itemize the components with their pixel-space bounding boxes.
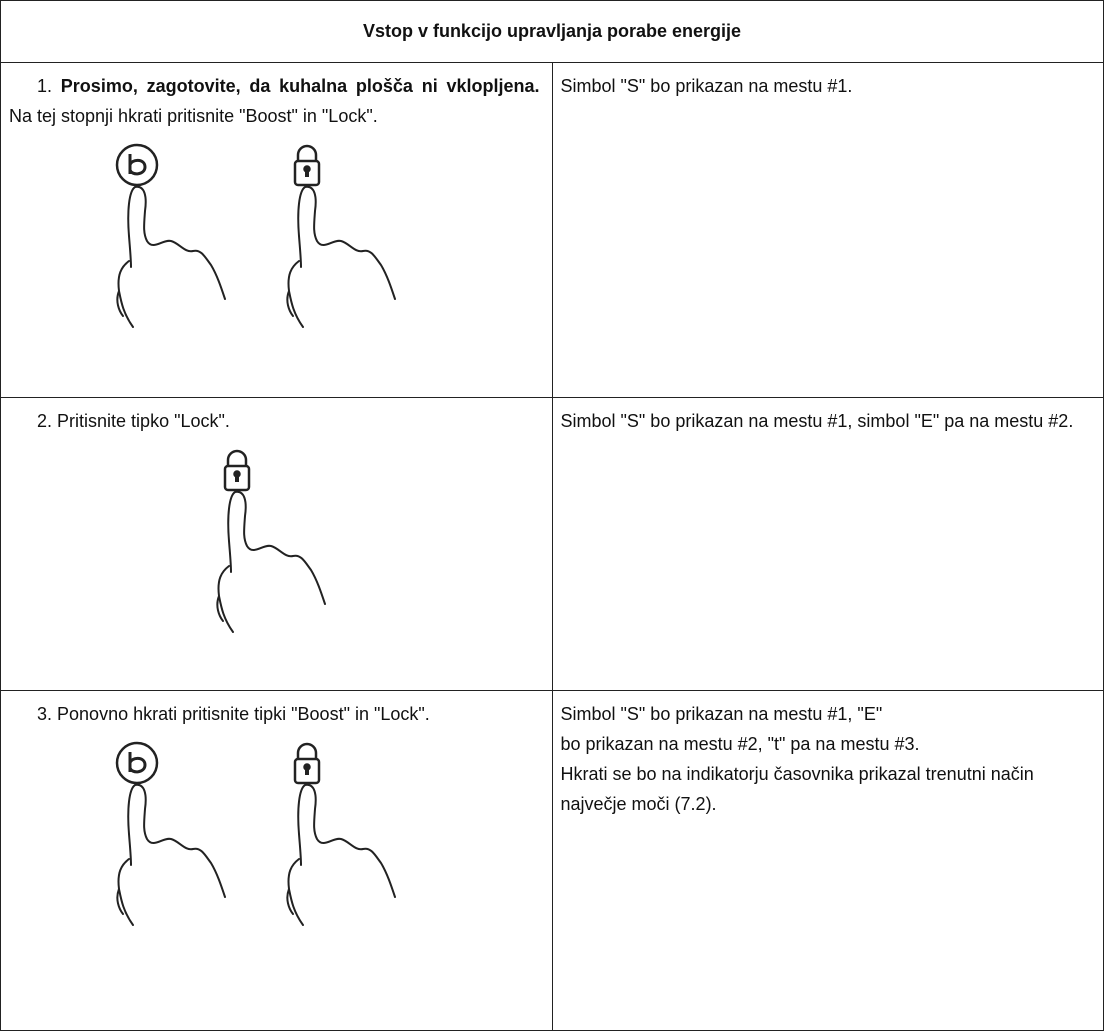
step-warning: Prosimo, zagotovite, da kuhalna plošča n… (60, 76, 540, 96)
step-text: 3. Ponovno hkrati pritisnite tipki "Boos… (1, 691, 552, 729)
result-text: Simbol "S" bo prikazan na mestu #1, simb… (553, 398, 1104, 436)
step-text: 2. Pritisnite tipko "Lock". (1, 398, 552, 436)
boost-press-icon (115, 143, 226, 328)
step-cell: 1. Prosimo, zagotovite, da kuhalna plošč… (0, 62, 553, 398)
step-cell: 3. Ponovno hkrati pritisnite tipki "Boos… (0, 690, 553, 1031)
result-cell: Simbol "S" bo prikazan na mestu #1, "E" b… (551, 690, 1104, 1031)
step-row: 2. Pritisnite tipko "Lock". Simbol "S" b… (0, 397, 1104, 691)
header-row: Vstop v funkcijo upravljanja porabe ener… (0, 0, 1104, 63)
icon-group (1, 446, 552, 636)
lock-press-icon (286, 144, 396, 328)
step-row: 3. Ponovno hkrati pritisnite tipki "Boos… (0, 690, 1104, 1031)
result-text: Simbol "S" bo prikazan na mestu #1. (553, 63, 1104, 101)
result-text: Simbol "S" bo prikazan na mestu #1, "E" b… (553, 691, 1104, 819)
step-instruction: Na tej stopnji hkrati pritisnite "Boost"… (9, 106, 378, 126)
result-line: Simbol "S" bo prikazan na mestu #1. (560, 76, 853, 96)
lock-press-icon (216, 449, 326, 633)
icon-group (1, 739, 552, 929)
step-number: 3. (37, 704, 53, 724)
result-line: Simbol "S" bo prikazan na mestu #1, "E" (560, 704, 883, 724)
icon-group (1, 141, 552, 331)
step-instruction: Ponovno hkrati pritisnite tipki "Boost" … (57, 704, 430, 724)
boost-press-icon (115, 741, 226, 926)
result-cell: Simbol "S" bo prikazan na mestu #1. (551, 62, 1104, 398)
result-line: Hkrati se bo na indikatorju časovnika pr… (560, 764, 1034, 814)
lock-press-icon (286, 742, 396, 926)
step-cell: 2. Pritisnite tipko "Lock". (0, 397, 553, 691)
step-number: 1. (37, 76, 53, 96)
result-cell: Simbol "S" bo prikazan na mestu #1, simb… (551, 397, 1104, 691)
table-title: Vstop v funkcijo upravljanja porabe ener… (0, 0, 1104, 63)
result-line: bo prikazan na mestu #2, "t" pa na mestu… (560, 734, 920, 754)
result-line: Simbol "S" bo prikazan na mestu #1, simb… (560, 411, 1074, 431)
step-number: 2. (37, 411, 53, 431)
step-instruction: Pritisnite tipko "Lock". (57, 411, 230, 431)
step-row: 1. Prosimo, zagotovite, da kuhalna plošč… (0, 62, 1104, 398)
step-text: 1. Prosimo, zagotovite, da kuhalna plošč… (1, 63, 552, 131)
